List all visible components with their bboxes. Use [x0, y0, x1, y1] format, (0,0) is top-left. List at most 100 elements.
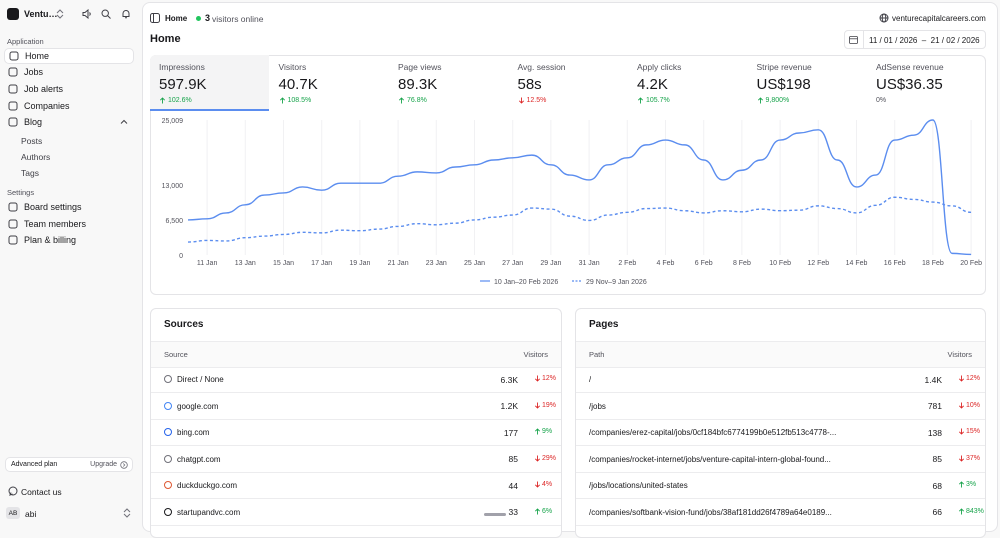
row-name[interactable]: chatgpt.com — [177, 454, 221, 464]
row-name[interactable]: /companies/softbank-vision-fund/jobs/38a… — [589, 507, 832, 517]
x-tick-label: 23 Jan — [426, 260, 447, 267]
y-tick-label: 25,009 — [162, 118, 184, 125]
calendar-icon[interactable] — [849, 35, 858, 44]
nav-item[interactable]: Jobs — [4, 64, 134, 80]
metric-change-value: 76.8% — [407, 97, 427, 104]
row-name[interactable]: / — [589, 375, 592, 384]
metric-card[interactable]: Stripe revenue US$198 9,800% — [748, 55, 867, 111]
table-row[interactable]: google.com 1.2K 19% — [151, 393, 561, 420]
arrow-down-icon — [958, 375, 965, 382]
column-header: Source — [164, 350, 188, 359]
nav-label[interactable]: Home — [25, 51, 50, 61]
y-tick-label: 0 — [179, 253, 183, 260]
metric-change-value: 105.7% — [646, 97, 670, 104]
brand-switch-icon[interactable] — [56, 9, 64, 19]
nav-label[interactable]: Job alerts — [24, 84, 64, 94]
sound-icon[interactable] — [82, 9, 92, 19]
nav-label[interactable]: Board settings — [24, 202, 82, 212]
table-row[interactable]: /jobs/locations/united-states 68 3% — [576, 472, 985, 499]
brand-name[interactable]: Ventu… — [24, 9, 58, 19]
date-range[interactable]: 11 / 01 / 2026 – 21 / 02 / 2026 — [869, 35, 980, 45]
nav-subitem[interactable]: Authors — [21, 152, 51, 162]
row-name[interactable]: /jobs/locations/united-states — [589, 481, 688, 490]
sidebar-toggle[interactable] — [150, 13, 160, 23]
nav-item[interactable]: Home — [4, 48, 134, 64]
table-row[interactable]: /jobs 781 10% — [576, 393, 985, 420]
row-visitors: 66 — [932, 507, 942, 517]
table-row[interactable]: Direct / None 6.3K 12% — [151, 366, 561, 393]
row-name[interactable]: bing.com — [177, 428, 210, 437]
table-row[interactable]: chatgpt.com 85 29% — [151, 446, 561, 473]
row-visitors: 1.4K — [924, 374, 943, 385]
notifications-icon[interactable] — [121, 9, 131, 19]
contact-link[interactable]: Contact us — [21, 487, 62, 497]
x-tick-label: 16 Feb — [884, 260, 906, 267]
row-name[interactable]: /companies/rocket-internet/jobs/venture-… — [589, 454, 831, 464]
nav-item[interactable]: Board settings — [4, 199, 134, 215]
row-change: 12% — [534, 375, 556, 382]
arrow-down-icon — [534, 481, 541, 488]
date-range-picker[interactable]: 11 / 01 / 2026 – 21 / 02 / 2026 — [844, 30, 986, 49]
metric-change: 9,800% — [757, 97, 858, 104]
site-domain[interactable]: venturecapitalcareers.com — [892, 14, 986, 23]
metric-change-value: 108.5% — [287, 97, 312, 104]
nav-item[interactable]: Team members — [4, 216, 134, 232]
nav-label[interactable]: Blog — [24, 117, 43, 127]
row-visitors: 85 — [932, 454, 942, 464]
y-tick-label: 13,000 — [162, 183, 184, 190]
table-row[interactable]: startupandvc.com 33 6% — [151, 499, 561, 526]
nav-label[interactable]: Companies — [24, 101, 70, 111]
metric-card[interactable]: Impressions 597.9K 102.6% — [150, 55, 269, 111]
x-tick-label: 2 Feb — [618, 260, 636, 267]
nav-label[interactable]: Team members — [24, 219, 87, 229]
row-name[interactable]: Direct / None — [177, 375, 224, 384]
row-change-value: 12% — [966, 375, 981, 382]
sources-table: Sources Source Visitors Direct / None 6.3K 12… — [150, 308, 562, 538]
upgrade-icon[interactable] — [120, 461, 128, 469]
section-heading: Settings — [7, 188, 35, 197]
online-label: visitors online — [212, 13, 264, 24]
x-tick-label: 27 Jan — [502, 260, 523, 267]
user-avatar[interactable]: AB — [6, 507, 20, 519]
row-change: 15% — [958, 428, 980, 435]
upgrade-link[interactable]: Upgrade — [90, 461, 117, 468]
nav-item[interactable]: Job alerts — [4, 81, 134, 97]
row-name[interactable]: startupandvc.com — [177, 507, 241, 517]
nav-subitem[interactable]: Tags — [21, 168, 39, 178]
nav-label[interactable]: Plan & billing — [24, 235, 77, 245]
metric-card[interactable]: Page views 89.3K 76.8% — [389, 55, 508, 111]
row-change: 6% — [534, 508, 552, 515]
row-change: 10% — [958, 402, 980, 409]
row-visitors: 33 — [508, 507, 518, 517]
table-header: Source Visitors — [151, 341, 561, 368]
table-row[interactable]: bing.com 177 9% — [151, 419, 561, 446]
table-row[interactable]: duckduckgo.com 44 4% — [151, 472, 561, 499]
nav-item[interactable]: Plan & billing — [4, 232, 134, 248]
expand-icon — [120, 119, 128, 124]
row-name[interactable]: /companies/erez-capital/jobs/0cf184bfc67… — [589, 428, 837, 437]
nav-item[interactable]: Blog — [4, 114, 134, 130]
table-row[interactable]: / 1.4K 12% — [576, 366, 985, 393]
user-menu-icon[interactable] — [123, 508, 131, 518]
row-change-value: 9% — [542, 428, 553, 435]
metric-card[interactable]: Visitors 40.7K 108.5% — [270, 55, 389, 111]
metric-card[interactable]: AdSense revenue US$36.35 0% — [867, 55, 986, 111]
metric-card[interactable]: Avg. session 58s 12.5% — [509, 55, 628, 111]
nav-label[interactable]: Jobs — [24, 67, 44, 77]
table-row[interactable]: /companies/erez-capital/jobs/0cf184bfc67… — [576, 419, 985, 446]
table-row[interactable]: /companies/rocket-internet/jobs/venture-… — [576, 446, 985, 473]
row-name[interactable]: duckduckgo.com — [177, 481, 238, 490]
row-name[interactable]: /jobs — [589, 401, 606, 411]
nav-item[interactable]: Companies — [4, 98, 134, 114]
nav-subitem[interactable]: Posts — [21, 136, 43, 146]
search-icon[interactable] — [101, 9, 111, 19]
x-tick-label: 13 Jan — [235, 260, 256, 267]
metric-card[interactable]: Apply clicks 4.2K 105.7% — [628, 55, 747, 111]
row-change: 12% — [958, 375, 980, 382]
table-row[interactable]: /companies/softbank-vision-fund/jobs/38a… — [576, 499, 985, 526]
row-name[interactable]: google.com — [177, 401, 219, 411]
metric-change-value: 9,800% — [765, 97, 790, 104]
metric-change: 76.8% — [398, 97, 499, 104]
contact-icon[interactable] — [8, 486, 18, 496]
user-name[interactable]: abi — [25, 509, 37, 519]
